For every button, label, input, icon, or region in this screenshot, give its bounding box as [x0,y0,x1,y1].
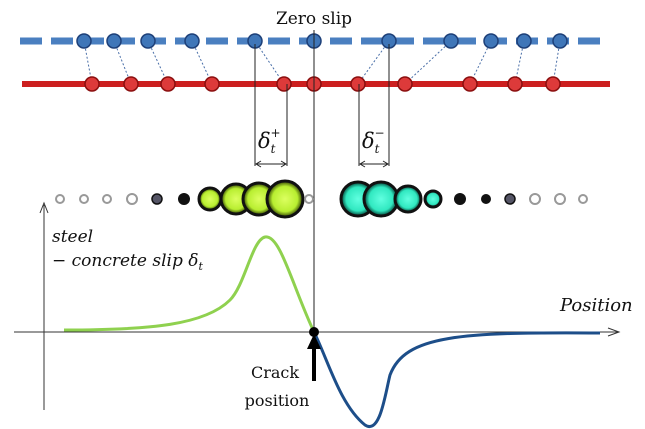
slip-bubble [151,193,163,205]
slip-bubble [578,194,588,204]
rebar-node [552,33,568,49]
connector-line [357,40,390,85]
rebar-node [106,33,122,49]
concrete-node [160,76,176,92]
rebar-node [140,33,156,49]
slip-bubble [362,180,400,218]
rebar-node [76,33,92,49]
concrete-node [123,76,139,92]
negative-slip-curve [312,331,601,429]
slip-bubble [102,194,112,204]
crack-arrow-head [307,334,321,349]
slip-bubble [454,193,466,205]
x-axis-label: Position [559,295,633,316]
slip-bubble [126,193,138,205]
concrete-node [84,76,100,92]
connector-line [404,40,452,85]
concrete-node [507,76,523,92]
concrete-node [462,76,478,92]
slip-bubble [304,194,314,204]
rebar-node [184,33,200,49]
slip-bubble [55,194,65,204]
delta-minus-bracket [358,44,390,168]
y-axis-label-line2: − concrete slip δt [52,251,203,273]
delta-minus-label: δt− [362,126,385,156]
crack-label-line2: position [245,391,310,410]
delta-plus-bracket [254,44,288,168]
slip-bubble [481,194,491,204]
slip-bubble [197,186,223,212]
concrete-node [350,76,366,92]
rebar-node [483,33,499,49]
slip-bubble [178,193,190,205]
delta-plus-label: δt+ [258,126,281,156]
slip-bubble [554,193,566,205]
concrete-node [545,76,561,92]
concrete-node [276,76,292,92]
concrete-node [204,76,220,92]
slip-bubble [79,194,89,204]
crack-label-line1: Crack [251,363,299,382]
concrete-node [397,76,413,92]
rebar-node [516,33,532,49]
rebar-nodes [76,33,568,49]
x-axis-arrow [607,327,621,337]
slip-bubble [393,184,423,214]
positive-slip-curve [63,235,316,333]
slip-magnitude-bubbles [55,179,588,219]
slip-bubble [529,193,541,205]
rebar-node [443,33,459,49]
slip-bubble [265,179,305,219]
slip-bubble [423,189,443,209]
slip-bubble [504,193,516,205]
y-axis-label-line1: steel [52,227,93,247]
crack-point [309,327,319,337]
connector-line [254,40,285,85]
y-axis-arrow [39,201,49,214]
zero-slip-label: Zero slip [276,9,352,29]
